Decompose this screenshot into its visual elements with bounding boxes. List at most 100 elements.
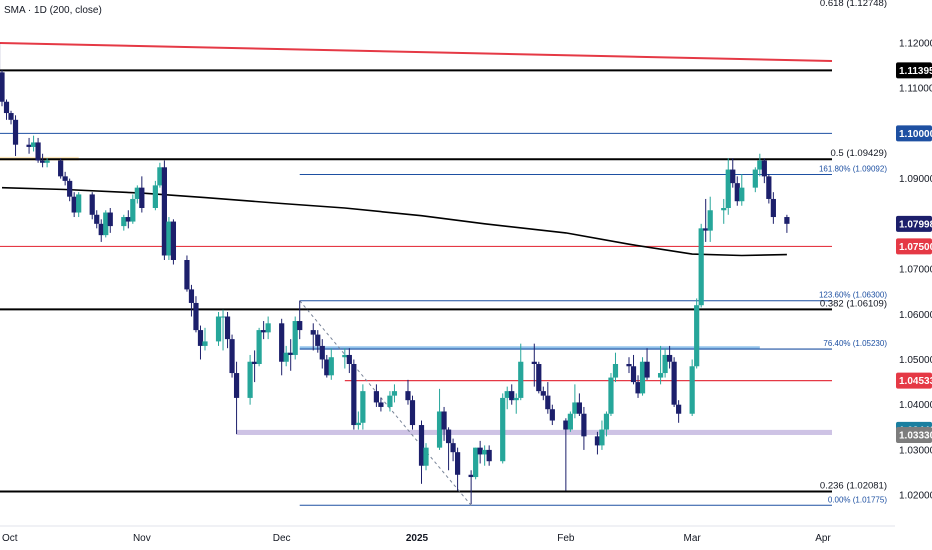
candle[interactable] bbox=[188, 284, 195, 317]
candle[interactable] bbox=[694, 298, 700, 369]
candle[interactable] bbox=[342, 348, 348, 369]
candle[interactable] bbox=[121, 214, 127, 231]
candle[interactable] bbox=[297, 300, 303, 340]
candle[interactable] bbox=[288, 339, 294, 371]
candle[interactable] bbox=[468, 470, 474, 505]
candle[interactable] bbox=[134, 185, 140, 204]
candle[interactable] bbox=[197, 325, 204, 360]
candle[interactable] bbox=[477, 440, 483, 464]
candle[interactable] bbox=[391, 384, 398, 403]
candle[interactable] bbox=[734, 176, 740, 206]
candle[interactable] bbox=[639, 357, 646, 396]
candle[interactable] bbox=[689, 359, 695, 416]
candle[interactable] bbox=[500, 393, 506, 464]
candle[interactable] bbox=[215, 312, 222, 346]
candle[interactable] bbox=[252, 350, 258, 383]
candle[interactable] bbox=[292, 316, 298, 360]
candle[interactable] bbox=[202, 327, 208, 351]
candle[interactable] bbox=[193, 296, 199, 333]
candle[interactable] bbox=[166, 217, 172, 260]
candle[interactable] bbox=[139, 176, 145, 213]
candle[interactable] bbox=[486, 445, 492, 466]
candle[interactable] bbox=[0, 70, 5, 107]
candle[interactable] bbox=[671, 357, 677, 407]
candle[interactable] bbox=[360, 384, 366, 430]
candle[interactable] bbox=[626, 357, 632, 374]
candle[interactable] bbox=[161, 160, 167, 260]
candle[interactable] bbox=[125, 210, 131, 229]
candle[interactable] bbox=[725, 158, 731, 215]
candle[interactable] bbox=[603, 411, 610, 437]
candle[interactable] bbox=[229, 334, 235, 378]
candle[interactable] bbox=[509, 384, 515, 405]
level-line-0[interactable] bbox=[0, 41, 833, 63]
candle[interactable] bbox=[170, 219, 177, 265]
candle[interactable] bbox=[572, 384, 578, 419]
candle[interactable] bbox=[247, 354, 253, 405]
candle[interactable] bbox=[482, 445, 488, 466]
candle[interactable] bbox=[739, 174, 745, 206]
candle[interactable] bbox=[630, 354, 637, 385]
candle[interactable] bbox=[784, 214, 790, 233]
candle[interactable] bbox=[220, 309, 226, 351]
candle[interactable] bbox=[703, 198, 709, 242]
candle[interactable] bbox=[473, 447, 479, 480]
candle[interactable] bbox=[594, 431, 601, 455]
candle[interactable] bbox=[256, 327, 262, 367]
candle[interactable] bbox=[635, 375, 641, 398]
candle[interactable] bbox=[667, 345, 673, 369]
candle[interactable] bbox=[328, 348, 334, 380]
candle[interactable] bbox=[504, 386, 510, 410]
candle[interactable] bbox=[152, 180, 158, 211]
candle[interactable] bbox=[35, 137, 41, 163]
candle[interactable] bbox=[324, 354, 330, 378]
candle[interactable] bbox=[662, 348, 668, 378]
candle[interactable] bbox=[224, 312, 231, 349]
candle[interactable] bbox=[536, 361, 542, 394]
candle[interactable] bbox=[310, 323, 316, 351]
candle[interactable] bbox=[599, 420, 605, 450]
candle[interactable] bbox=[58, 158, 64, 179]
candle[interactable] bbox=[445, 427, 452, 471]
candle[interactable] bbox=[30, 135, 37, 152]
candle[interactable] bbox=[39, 153, 46, 168]
candle[interactable] bbox=[563, 418, 569, 491]
candle[interactable] bbox=[3, 99, 10, 120]
candle[interactable] bbox=[94, 210, 100, 229]
candle[interactable] bbox=[89, 192, 95, 220]
candle[interactable] bbox=[44, 158, 50, 168]
candle[interactable] bbox=[730, 158, 736, 188]
candle[interactable] bbox=[608, 373, 614, 416]
candle[interactable] bbox=[757, 153, 763, 177]
candle[interactable] bbox=[612, 352, 619, 383]
candle[interactable] bbox=[261, 321, 267, 340]
candle[interactable] bbox=[265, 316, 271, 340]
candle[interactable] bbox=[518, 343, 524, 401]
candle[interactable] bbox=[436, 388, 443, 450]
candle[interactable] bbox=[698, 223, 704, 308]
candle[interactable] bbox=[454, 447, 461, 491]
candle[interactable] bbox=[378, 397, 384, 412]
candle[interactable] bbox=[12, 115, 19, 156]
candle[interactable] bbox=[707, 196, 713, 242]
candle[interactable] bbox=[76, 192, 82, 218]
candle[interactable] bbox=[644, 348, 650, 380]
candle[interactable] bbox=[540, 386, 546, 401]
candle[interactable] bbox=[721, 198, 727, 224]
candle[interactable] bbox=[103, 210, 109, 238]
candle[interactable] bbox=[351, 359, 357, 430]
candle[interactable] bbox=[8, 110, 14, 125]
price-axis[interactable]: 1.120001.110001.100001.090001.080001.070… bbox=[895, 0, 932, 550]
candle[interactable] bbox=[387, 391, 393, 412]
candle[interactable] bbox=[418, 420, 425, 484]
candle[interactable] bbox=[450, 438, 456, 462]
candle[interactable] bbox=[130, 194, 136, 224]
candle[interactable] bbox=[279, 318, 285, 376]
candle[interactable] bbox=[315, 330, 321, 353]
candle[interactable] bbox=[567, 411, 573, 432]
candle[interactable] bbox=[423, 443, 429, 471]
candle[interactable] bbox=[531, 343, 537, 387]
candle[interactable] bbox=[676, 400, 682, 423]
candle[interactable] bbox=[62, 171, 68, 186]
